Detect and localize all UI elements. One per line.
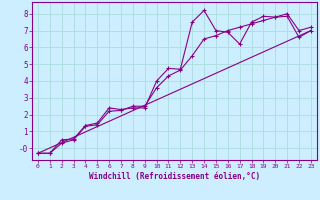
X-axis label: Windchill (Refroidissement éolien,°C): Windchill (Refroidissement éolien,°C) bbox=[89, 172, 260, 181]
